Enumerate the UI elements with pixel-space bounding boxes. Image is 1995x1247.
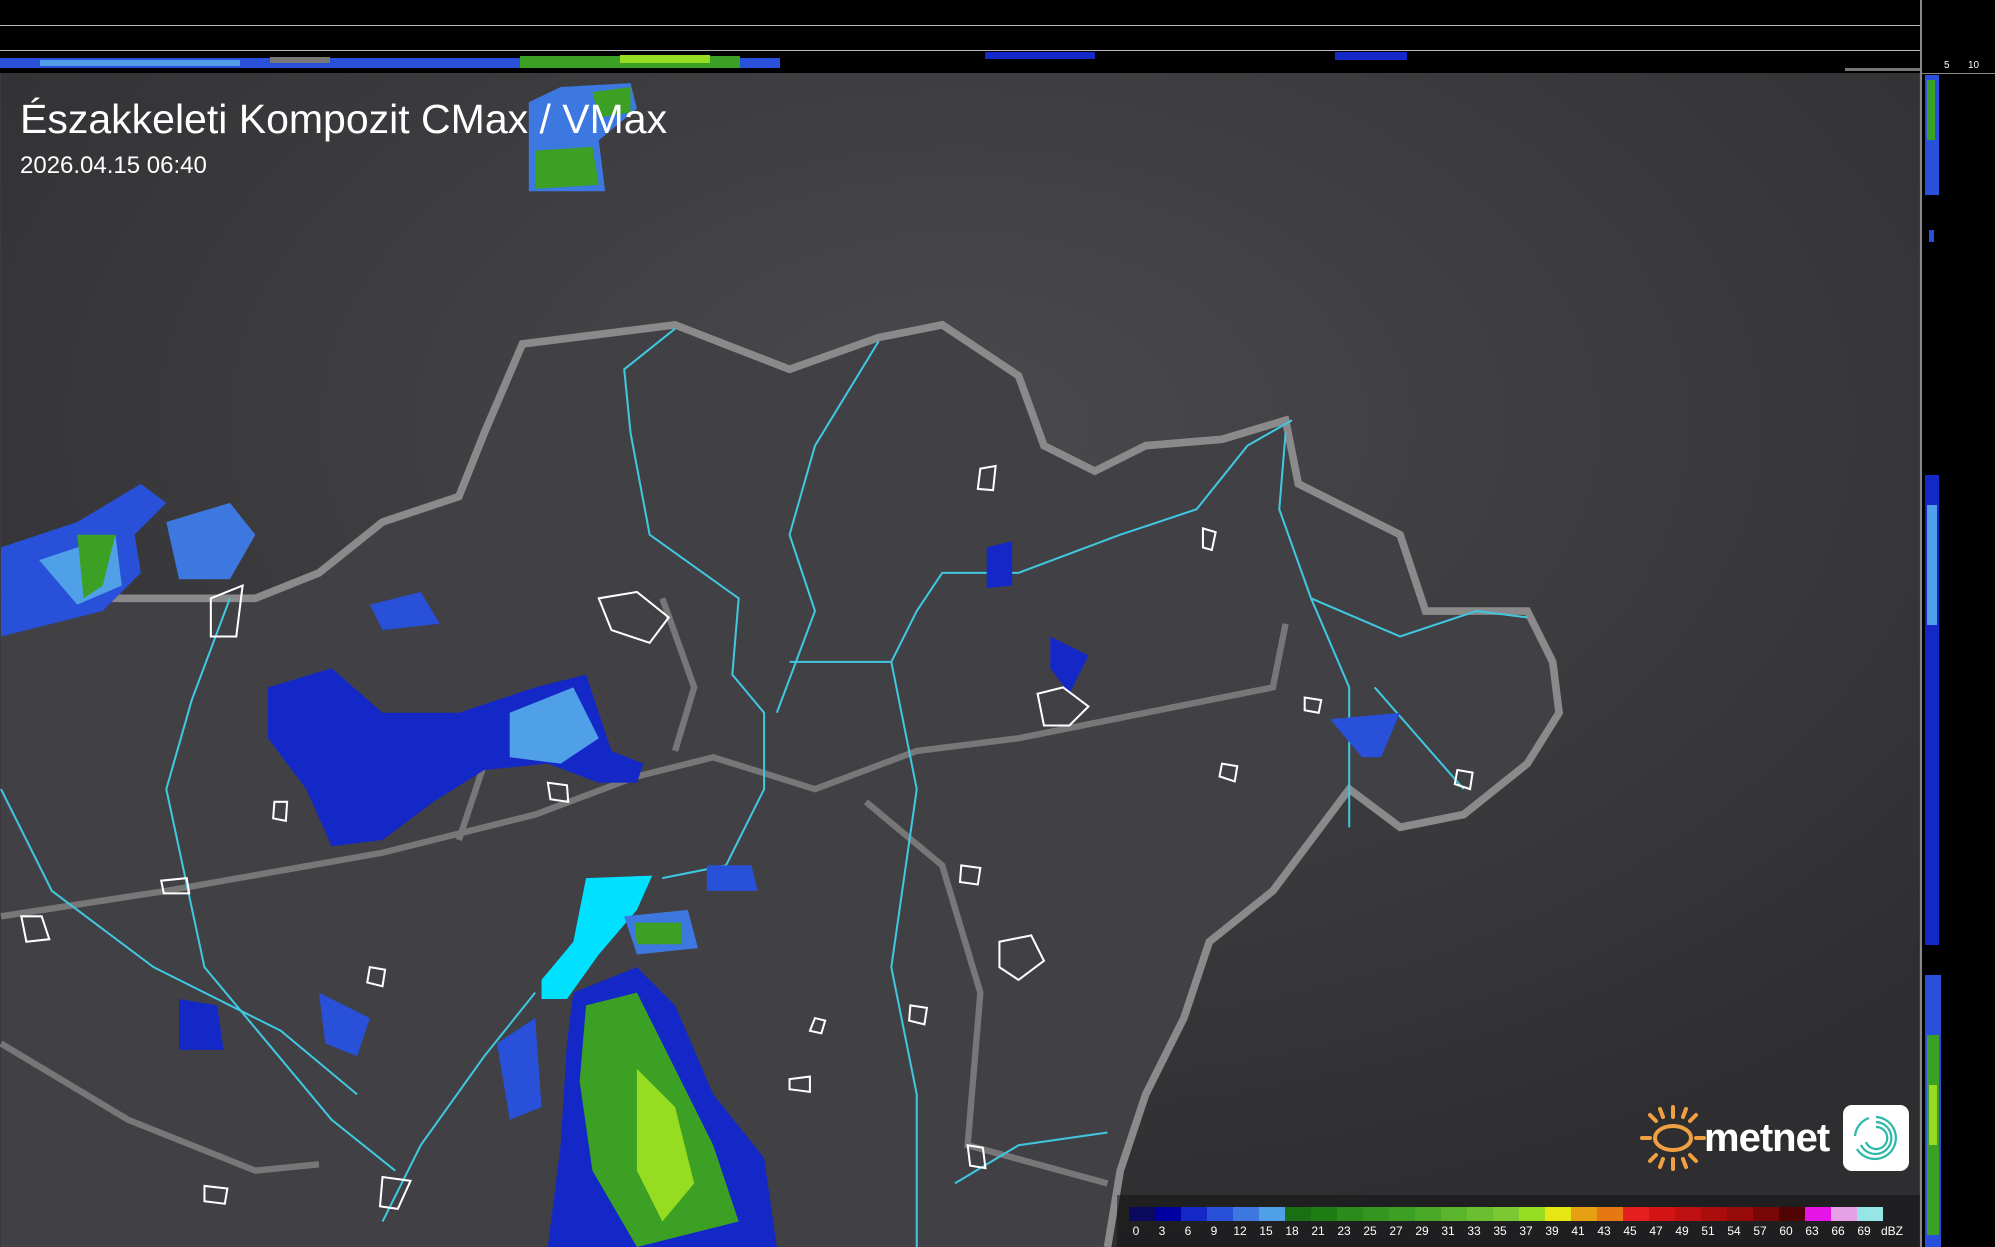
legend-unit: dBZ	[1880, 1224, 1903, 1238]
legend-swatch	[1623, 1207, 1649, 1221]
legend-label: 45	[1623, 1224, 1637, 1238]
legend-label: 66	[1831, 1224, 1845, 1238]
legend-swatch	[1207, 1207, 1233, 1221]
legend-label: 15	[1259, 1224, 1273, 1238]
profile-gridline	[0, 50, 1920, 51]
profile-tick: 10	[1968, 60, 1980, 71]
legend-swatch	[1727, 1207, 1753, 1221]
legend-swatch	[1675, 1207, 1701, 1221]
legend-swatch	[1545, 1207, 1571, 1221]
profile-tick: 5	[1944, 60, 1950, 71]
metnet-logo: metnet	[1638, 1103, 1910, 1173]
legend-swatch	[1779, 1207, 1805, 1221]
vertical-profile-top: 10 5	[0, 0, 1935, 73]
legend-label: 41	[1571, 1224, 1585, 1238]
legend-label: 0	[1132, 1224, 1140, 1238]
legend-label: 57	[1753, 1224, 1767, 1238]
legend-label: 39	[1545, 1224, 1559, 1238]
radar-echoes	[0, 83, 1401, 1247]
legend-swatch	[1493, 1207, 1519, 1221]
legend-swatch	[1857, 1207, 1883, 1221]
legend-label: 69	[1857, 1224, 1871, 1238]
city-outlines	[20, 464, 1474, 1210]
legend-swatch	[1597, 1207, 1623, 1221]
legend-swatch	[1155, 1207, 1181, 1221]
legend-swatch	[1129, 1207, 1155, 1221]
side-profile-echoes	[1925, 75, 1941, 1247]
legend-label: 35	[1493, 1224, 1507, 1238]
legend-swatch	[1805, 1207, 1831, 1221]
legend-label: 23	[1337, 1224, 1351, 1238]
legend-label: 12	[1233, 1224, 1247, 1238]
legend-label: 29	[1415, 1224, 1429, 1238]
legend-label: 18	[1285, 1224, 1299, 1238]
legend-label: 60	[1779, 1224, 1793, 1238]
legend-label: 47	[1649, 1224, 1663, 1238]
profile-echoes	[0, 52, 1920, 71]
spiral-radar-icon	[1843, 1105, 1910, 1171]
legend-swatch	[1311, 1207, 1337, 1221]
lake-tisza	[541, 875, 653, 999]
legend-label: 51	[1701, 1224, 1715, 1238]
legend-swatch	[1181, 1207, 1207, 1221]
country-border	[0, 320, 1564, 1247]
legend-swatch	[1259, 1207, 1285, 1221]
legend-labels: 0 3 6 9 12 15 18 21 23 25 27 29 31 33 35 37 39 41 43 45 47 49…	[1123, 1224, 1907, 1238]
legend-label: 43	[1597, 1224, 1611, 1238]
legend-swatch	[1753, 1207, 1779, 1221]
sun-icon	[1640, 1105, 1706, 1171]
map-timestamp: 2026.04.15 06:40	[20, 152, 207, 179]
brand-name: metnet	[1704, 1115, 1830, 1160]
legend-label: 49	[1675, 1224, 1689, 1238]
radar-map[interactable]: Északkeleti Kompozit CMax / VMax 2026.04…	[0, 73, 1920, 1247]
legend-swatch	[1467, 1207, 1493, 1221]
legend-label: 21	[1311, 1224, 1325, 1238]
legend-swatch	[1701, 1207, 1727, 1221]
legend-swatch	[1519, 1207, 1545, 1221]
map-layer	[0, 73, 1920, 1247]
legend-swatch	[1415, 1207, 1441, 1221]
country-area	[0, 324, 1560, 1247]
legend-swatches	[1129, 1207, 1883, 1221]
map-title: Északkeleti Kompozit CMax / VMax	[20, 96, 668, 142]
legend-label: 54	[1727, 1224, 1741, 1238]
legend-label: 37	[1519, 1224, 1533, 1238]
dbz-color-legend: 0 3 6 9 12 15 18 21 23 25 27 29 31 33 35 37 39 41 43 45 47 49…	[1117, 1195, 1920, 1247]
legend-swatch	[1831, 1207, 1857, 1221]
legend-label: 33	[1467, 1224, 1481, 1238]
legend-label: 27	[1389, 1224, 1403, 1238]
legend-swatch	[1285, 1207, 1311, 1221]
profile-gridline	[0, 25, 1920, 26]
profile-divider	[1922, 73, 1995, 74]
legend-label: 25	[1363, 1224, 1377, 1238]
legend-swatch	[1233, 1207, 1259, 1221]
legend-label: 6	[1184, 1224, 1192, 1238]
legend-label: 3	[1158, 1224, 1166, 1238]
legend-swatch	[1363, 1207, 1389, 1221]
legend-swatch	[1571, 1207, 1597, 1221]
legend-swatch	[1337, 1207, 1363, 1221]
vertical-profile-side: 5 10	[1920, 0, 1995, 1247]
legend-label: 9	[1210, 1224, 1218, 1238]
legend-label: 63	[1805, 1224, 1819, 1238]
legend-swatch	[1389, 1207, 1415, 1221]
legend-swatch	[1649, 1207, 1675, 1221]
legend-label: 31	[1441, 1224, 1455, 1238]
legend-swatch	[1441, 1207, 1467, 1221]
